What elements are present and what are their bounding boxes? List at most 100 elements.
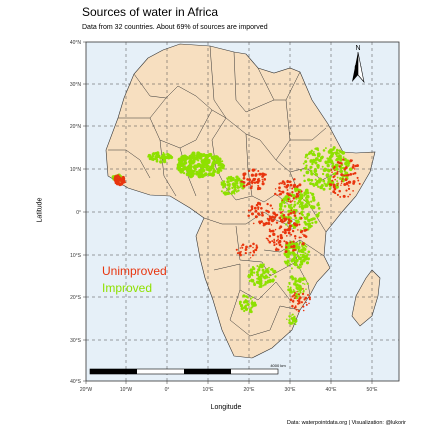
unimproved-points <box>113 158 361 313</box>
water-source-point <box>322 187 326 191</box>
water-source-point <box>206 160 210 164</box>
water-source-point <box>312 184 316 187</box>
water-source-point <box>243 309 246 313</box>
water-source-point <box>292 244 296 249</box>
water-source-point <box>282 210 284 213</box>
water-source-point <box>342 194 346 198</box>
water-source-point <box>336 184 339 187</box>
water-source-point <box>256 273 260 277</box>
water-source-point <box>297 219 300 221</box>
water-source-point <box>300 264 302 266</box>
water-source-point <box>251 182 254 185</box>
water-source-point <box>301 254 304 256</box>
water-source-point <box>277 238 279 241</box>
water-source-point <box>295 320 298 323</box>
y-tick-label: 20°S <box>70 295 82 301</box>
water-source-point <box>286 318 288 321</box>
water-source-point <box>289 298 293 301</box>
water-source-point <box>356 164 359 168</box>
water-source-point <box>297 310 300 313</box>
water-source-point <box>296 266 299 269</box>
water-source-point <box>286 179 289 183</box>
water-source-point <box>300 206 305 210</box>
water-source-point <box>253 283 257 287</box>
water-source-point <box>245 245 248 249</box>
water-source-point <box>330 148 333 151</box>
water-source-point <box>307 294 309 296</box>
water-source-point <box>256 270 259 274</box>
water-source-point <box>193 164 197 168</box>
water-source-point <box>304 235 308 238</box>
water-source-point <box>303 191 308 196</box>
water-source-point <box>237 189 240 192</box>
water-source-point <box>294 245 298 249</box>
water-source-point <box>304 166 308 170</box>
water-source-point <box>272 232 276 237</box>
water-source-point <box>295 192 299 196</box>
water-source-point <box>192 158 196 162</box>
water-source-point <box>245 184 248 187</box>
water-source-point <box>271 207 274 210</box>
water-source-point <box>115 176 119 180</box>
water-source-point <box>248 178 252 182</box>
water-source-point <box>327 168 331 173</box>
water-source-point <box>279 225 283 229</box>
water-source-point <box>215 159 219 164</box>
water-source-point <box>248 279 251 283</box>
water-source-point <box>340 182 343 185</box>
water-source-point <box>205 162 208 166</box>
water-source-point <box>324 160 328 165</box>
water-source-point <box>177 157 181 161</box>
water-source-point <box>283 231 287 235</box>
water-source-point <box>254 248 257 251</box>
water-source-point <box>257 208 260 210</box>
water-source-point <box>311 205 316 210</box>
water-source-point <box>268 215 272 218</box>
water-source-point <box>275 239 278 242</box>
water-source-point <box>293 256 297 260</box>
water-source-point <box>252 242 255 246</box>
water-source-point <box>302 289 305 292</box>
water-source-point <box>338 156 343 161</box>
water-source-point <box>246 302 250 307</box>
water-source-point <box>292 252 296 256</box>
water-source-point <box>293 235 297 238</box>
water-source-point <box>272 241 276 244</box>
water-source-point <box>329 175 332 178</box>
water-source-point <box>220 181 223 183</box>
water-source-point <box>185 168 188 171</box>
water-source-point <box>336 168 339 171</box>
water-source-point <box>221 166 225 170</box>
y-tick-label: 10°S <box>70 253 82 259</box>
water-source-point <box>300 248 304 252</box>
water-source-point <box>296 291 298 293</box>
water-source-point <box>314 161 318 164</box>
water-source-point <box>305 153 309 157</box>
water-source-point <box>299 241 302 244</box>
water-source-point <box>302 162 305 165</box>
water-source-point <box>257 268 261 272</box>
water-source-point <box>265 209 268 212</box>
water-source-point <box>300 212 303 216</box>
water-source-point <box>190 161 193 165</box>
water-source-point <box>300 236 302 239</box>
water-source-point <box>298 256 302 261</box>
water-source-point <box>309 191 312 194</box>
water-source-point <box>151 154 155 158</box>
water-source-point <box>209 166 213 170</box>
water-source-point <box>289 287 292 290</box>
water-source-point <box>279 211 283 214</box>
water-source-point <box>178 161 181 164</box>
water-source-point <box>241 243 245 246</box>
water-source-point <box>252 246 254 249</box>
water-source-point <box>336 193 339 196</box>
water-source-point <box>314 178 317 181</box>
water-source-point <box>306 200 310 205</box>
water-source-point <box>189 157 193 161</box>
water-source-point <box>343 174 346 177</box>
water-source-point <box>268 228 271 231</box>
water-source-point <box>250 173 255 177</box>
water-source-point <box>249 244 252 248</box>
water-source-point <box>249 251 252 254</box>
water-source-point <box>306 253 309 256</box>
